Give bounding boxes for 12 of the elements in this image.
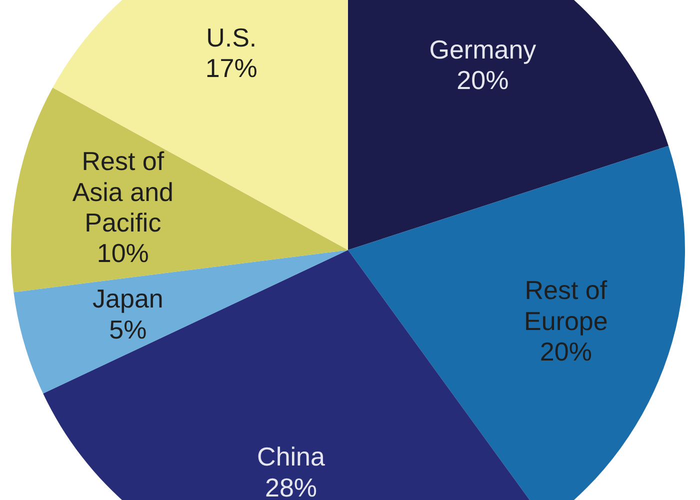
data-label: 5%: [109, 314, 147, 344]
data-label: 17%: [205, 53, 258, 84]
data-label: 20%: [540, 336, 592, 367]
slice-label: Rest of Europe: [524, 275, 608, 336]
slice-label: China: [257, 442, 326, 472]
data-label: 20%: [456, 65, 509, 96]
slice-label: Germany: [429, 34, 536, 64]
slice-label: U.S.: [206, 22, 257, 53]
data-label: 28%: [264, 472, 318, 500]
data-label: 10%: [96, 238, 149, 268]
slice-label: Japan: [92, 284, 164, 314]
slice-label: Rest of Asia and Pacific: [72, 146, 174, 238]
